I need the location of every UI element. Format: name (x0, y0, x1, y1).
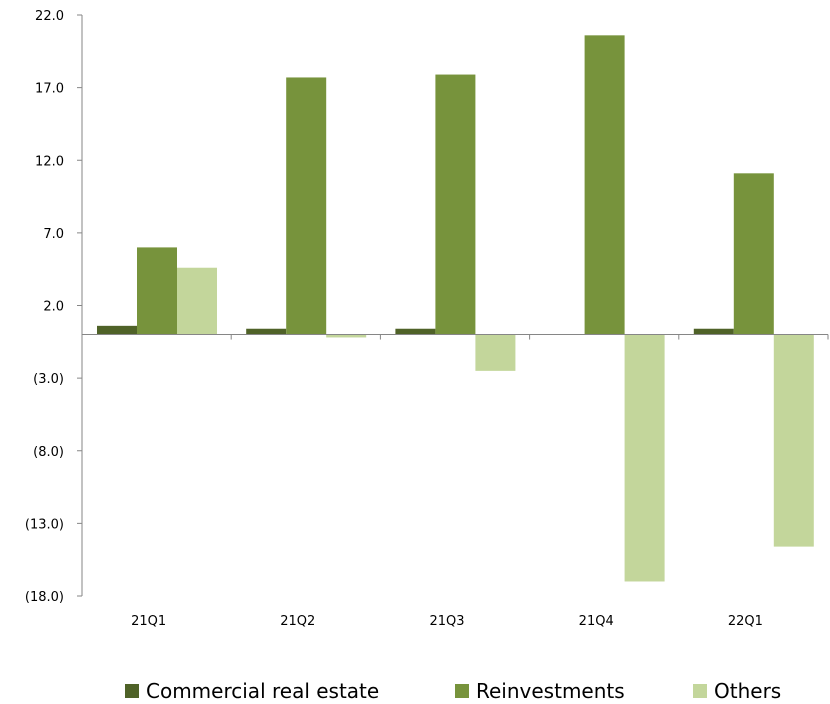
bar-21q1-series-3 (177, 268, 217, 335)
bar-22q1-series-3 (774, 335, 814, 547)
y-tick-label: 2.0 (43, 300, 64, 315)
bar-21q1-series-2 (137, 247, 177, 334)
x-tick-label: 21Q3 (429, 614, 464, 629)
y-tick-label: 22.0 (35, 9, 64, 24)
legend-label-3: Others (714, 679, 781, 703)
legend-label-1: Commercial real estate (146, 679, 379, 703)
y-tick-label: (3.0) (33, 372, 64, 387)
x-tick-label: 22Q1 (728, 614, 763, 629)
bar-22q1-series-1 (694, 329, 734, 335)
bar-21q3-series-2 (435, 75, 475, 335)
legend-swatch-2 (455, 684, 469, 698)
bars-group (97, 35, 814, 581)
bar-22q1-series-2 (734, 173, 774, 334)
legend: Commercial real estate Reinvestments Other… (125, 679, 781, 703)
bar-21q2-series-1 (246, 329, 286, 335)
bar-21q4-series-3 (625, 335, 665, 582)
bar-21q3-series-1 (395, 329, 435, 335)
x-tick-label: 21Q2 (280, 614, 315, 629)
bar-21q2-series-2 (286, 77, 326, 334)
bar-21q1-series-1 (97, 326, 137, 335)
x-tick-label: 21Q1 (131, 614, 166, 629)
y-tick-label: (18.0) (25, 590, 64, 605)
bar-21q3-series-3 (475, 335, 515, 371)
legend-label-2: Reinvestments (476, 679, 625, 703)
bar-21q4-series-2 (585, 35, 625, 334)
legend-swatch-1 (125, 684, 139, 698)
legend-swatch-3 (693, 684, 707, 698)
y-tick-label: (13.0) (25, 517, 64, 532)
y-tick-label: 7.0 (43, 227, 64, 242)
y-ticks-group: 22.0 17.0 12.0 7.0 2.0 (3.0) (8.0) (13.0) (18.0) (25, 9, 82, 605)
x-ticks-group: 21Q1 21Q2 21Q3 21Q4 22Q1 (82, 335, 828, 629)
y-tick-label: 17.0 (35, 82, 64, 97)
y-tick-label: (8.0) (33, 445, 64, 460)
y-tick-label: 12.0 (35, 154, 64, 169)
x-tick-label: 21Q4 (579, 614, 614, 629)
